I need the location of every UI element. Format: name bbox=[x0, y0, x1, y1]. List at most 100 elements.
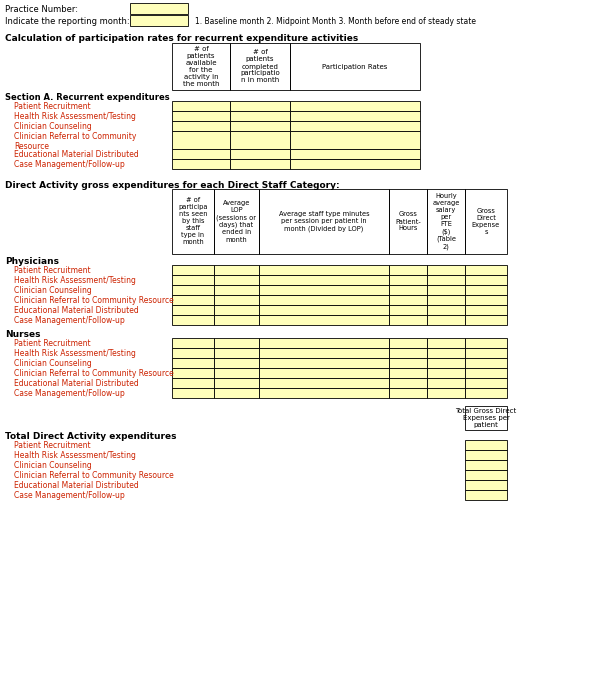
Bar bbox=[214, 368, 259, 378]
Bar bbox=[172, 378, 214, 388]
Bar bbox=[214, 348, 259, 358]
Text: Gross
Direct
Expense
s: Gross Direct Expense s bbox=[472, 208, 500, 235]
Text: Case Management/Follow-up: Case Management/Follow-up bbox=[14, 160, 125, 169]
Bar bbox=[427, 275, 465, 285]
Bar bbox=[427, 315, 465, 325]
Bar bbox=[465, 305, 507, 315]
Text: Clinician Counseling: Clinician Counseling bbox=[14, 461, 92, 470]
Text: Indicate the reporting month:: Indicate the reporting month: bbox=[5, 17, 130, 26]
Bar bbox=[259, 305, 389, 315]
Text: 1. Baseline month 2. Midpoint Month 3. Month before end of steady state: 1. Baseline month 2. Midpoint Month 3. M… bbox=[195, 17, 476, 26]
Bar bbox=[465, 358, 507, 368]
Bar bbox=[172, 295, 214, 305]
Bar bbox=[259, 348, 389, 358]
Text: Total Gross Direct
Expenses per
patient: Total Gross Direct Expenses per patient bbox=[455, 408, 517, 428]
Text: Health Risk Assessment/Testing: Health Risk Assessment/Testing bbox=[14, 276, 136, 285]
Text: Direct Activity gross expenditures for each Direct Staff Category:: Direct Activity gross expenditures for e… bbox=[5, 181, 340, 190]
Bar bbox=[465, 480, 507, 490]
Bar bbox=[172, 315, 214, 325]
Bar bbox=[427, 305, 465, 315]
Bar bbox=[172, 189, 214, 254]
Bar bbox=[427, 189, 465, 254]
Bar bbox=[290, 101, 420, 111]
Text: Patient Recruitment: Patient Recruitment bbox=[14, 266, 91, 275]
Text: Clinician Counseling: Clinician Counseling bbox=[14, 359, 92, 368]
Text: Hourly
average
salary
per
FTE
($)
(Table
2): Hourly average salary per FTE ($) (Table… bbox=[432, 193, 459, 250]
Bar bbox=[389, 189, 427, 254]
Bar bbox=[389, 388, 427, 398]
Bar bbox=[427, 358, 465, 368]
Bar bbox=[230, 131, 290, 149]
Bar bbox=[465, 388, 507, 398]
Bar bbox=[427, 348, 465, 358]
Text: # of
patients
available
for the
activity in
the month: # of patients available for the activity… bbox=[183, 46, 219, 87]
Bar bbox=[389, 378, 427, 388]
Bar bbox=[214, 378, 259, 388]
Text: Patient Recruitment: Patient Recruitment bbox=[14, 441, 91, 450]
Bar bbox=[465, 378, 507, 388]
Text: Average staff type minutes
per session per patient in
month (Divided by LOP): Average staff type minutes per session p… bbox=[279, 211, 369, 232]
Text: Educational Material Distributed: Educational Material Distributed bbox=[14, 150, 139, 159]
Bar bbox=[259, 378, 389, 388]
Bar bbox=[214, 315, 259, 325]
Bar bbox=[172, 285, 214, 295]
Bar bbox=[172, 101, 230, 111]
Text: Clinician Referral to Community Resource: Clinician Referral to Community Resource bbox=[14, 471, 173, 480]
Bar bbox=[465, 275, 507, 285]
Bar bbox=[214, 295, 259, 305]
Bar bbox=[259, 315, 389, 325]
Text: Physicians: Physicians bbox=[5, 257, 59, 266]
Bar bbox=[230, 101, 290, 111]
Bar bbox=[465, 348, 507, 358]
Bar bbox=[427, 265, 465, 275]
Bar bbox=[427, 378, 465, 388]
Bar bbox=[389, 305, 427, 315]
Bar bbox=[214, 388, 259, 398]
Bar bbox=[389, 285, 427, 295]
Bar bbox=[172, 388, 214, 398]
Text: Clinician Referral to Community
Resource: Clinician Referral to Community Resource bbox=[14, 132, 136, 151]
Text: Total Direct Activity expenditures: Total Direct Activity expenditures bbox=[5, 432, 176, 441]
Bar bbox=[230, 159, 290, 169]
Bar bbox=[259, 358, 389, 368]
Bar bbox=[389, 358, 427, 368]
Bar bbox=[172, 43, 230, 90]
Text: Health Risk Assessment/Testing: Health Risk Assessment/Testing bbox=[14, 349, 136, 358]
Bar bbox=[230, 111, 290, 121]
Bar bbox=[259, 295, 389, 305]
Text: Section A. Recurrent expenditures: Section A. Recurrent expenditures bbox=[5, 93, 170, 102]
Bar bbox=[465, 315, 507, 325]
Text: Educational Material Distributed: Educational Material Distributed bbox=[14, 306, 139, 315]
Bar bbox=[290, 121, 420, 131]
Bar bbox=[465, 368, 507, 378]
Bar bbox=[465, 285, 507, 295]
Bar bbox=[259, 338, 389, 348]
Text: Clinician Counseling: Clinician Counseling bbox=[14, 286, 92, 295]
Bar bbox=[465, 450, 507, 460]
Text: Health Risk Assessment/Testing: Health Risk Assessment/Testing bbox=[14, 451, 136, 460]
Text: # of
participa
nts seen
by this
staff
type in
month: # of participa nts seen by this staff ty… bbox=[178, 197, 208, 246]
Bar bbox=[290, 43, 420, 90]
Bar bbox=[290, 159, 420, 169]
Bar bbox=[214, 275, 259, 285]
Bar bbox=[172, 159, 230, 169]
Bar bbox=[427, 368, 465, 378]
Bar bbox=[259, 265, 389, 275]
Bar bbox=[259, 275, 389, 285]
Bar bbox=[259, 285, 389, 295]
Bar bbox=[389, 265, 427, 275]
Bar bbox=[427, 285, 465, 295]
Bar bbox=[172, 149, 230, 159]
Text: Calculation of participation rates for recurrent expenditure activities: Calculation of participation rates for r… bbox=[5, 34, 358, 43]
Text: Educational Material Distributed: Educational Material Distributed bbox=[14, 379, 139, 388]
Bar bbox=[214, 265, 259, 275]
Bar bbox=[465, 470, 507, 480]
Bar bbox=[389, 295, 427, 305]
Text: Patient Recruitment: Patient Recruitment bbox=[14, 339, 91, 348]
Bar bbox=[465, 440, 507, 450]
Text: Clinician Referral to Community Resource: Clinician Referral to Community Resource bbox=[14, 369, 173, 378]
Bar bbox=[214, 285, 259, 295]
Bar bbox=[172, 265, 214, 275]
Bar bbox=[427, 388, 465, 398]
Bar bbox=[465, 490, 507, 500]
